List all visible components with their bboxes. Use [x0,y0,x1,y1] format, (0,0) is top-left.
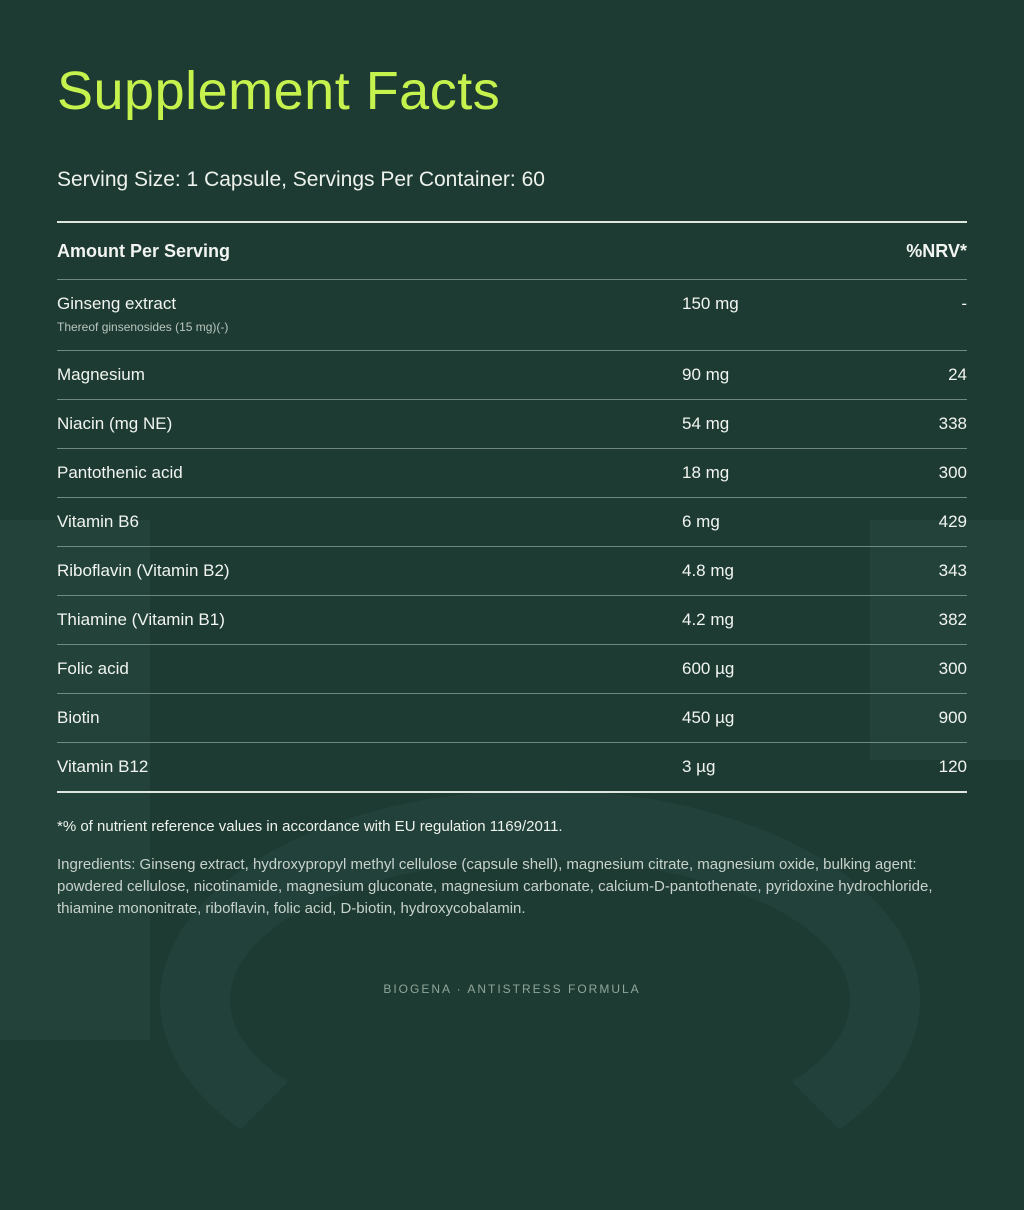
table-row: Magnesium 90 mg 24 [57,351,967,399]
nutrient-cell: Niacin (mg NE) [57,414,682,434]
nutrient-name: Vitamin B6 [57,512,139,531]
facts-table: Amount Per Serving %NRV* Ginseng extract… [57,221,967,793]
nrv-footnote: *% of nutrient reference values in accor… [57,818,563,835]
nutrient-amount: 450 µg [682,708,735,727]
divider [57,497,967,498]
nutrient-name: Thiamine (Vitamin B1) [57,610,225,629]
nutrient-nrv: 343 [938,561,967,580]
nutrient-nrv: 429 [938,512,967,531]
nutrient-amount: 18 mg [682,463,730,482]
nutrient-name: Pantothenic acid [57,463,183,482]
nutrient-nrv: 300 [938,463,967,482]
divider [57,595,967,596]
nutrient-cell: Folic acid [57,659,682,679]
table-row: Biotin 450 µg 900 [57,694,967,742]
nutrient-nrv: 338 [938,414,967,433]
table-body: Ginseng extract Thereof ginsenosides (15 … [57,280,967,791]
nutrient-amount: 600 µg [682,659,735,678]
nutrient-cell: Vitamin B12 [57,757,682,777]
nutrient-cell: Vitamin B6 [57,512,682,532]
nutrient-amount: 3 µg [682,757,716,776]
nutrient-name: Riboflavin (Vitamin B2) [57,561,230,580]
nutrient-nrv: 382 [938,610,967,629]
nutrient-cell: Ginseng extract Thereof ginsenosides (15 … [57,280,682,334]
table-top-rule [57,221,967,223]
nutrient-nrv: 24 [948,365,967,384]
nutrient-nrv: - [961,294,967,313]
nutrient-subnote: Thereof ginsenosides (15 mg)(-) [57,320,229,334]
page-title: Supplement Facts [57,61,501,121]
table-row: Thiamine (Vitamin B1) 4.2 mg 382 [57,596,967,644]
nutrient-amount: 54 mg [682,414,730,433]
table-bottom-rule [57,791,967,793]
nutrient-amount: 4.8 mg [682,561,734,580]
brand-footer: BIOGENA · ANTISTRESS FORMULA [383,982,641,996]
divider [57,350,967,351]
table-row: Ginseng extract Thereof ginsenosides (15 … [57,280,967,350]
divider [57,644,967,645]
nutrient-nrv: 300 [938,659,967,678]
nutrient-cell: Pantothenic acid [57,463,682,483]
background-arc [160,790,920,1210]
nutrient-name: Folic acid [57,659,129,678]
nutrient-amount: 90 mg [682,365,730,384]
header-nrv: %NRV* [906,240,967,261]
nutrient-name: Magnesium [57,365,145,384]
nutrient-name: Biotin [57,708,100,727]
nutrient-name: Niacin (mg NE) [57,414,173,433]
divider [57,399,967,400]
nutrient-nrv: 900 [938,708,967,727]
nutrient-name: Ginseng extract [57,294,177,313]
divider [57,279,967,280]
nutrient-nrv: 120 [938,757,967,776]
nutrient-cell: Biotin [57,708,682,728]
table-row: Vitamin B12 3 µg 120 [57,743,967,791]
divider [57,546,967,547]
nutrient-amount: 6 mg [682,512,720,531]
nutrient-cell: Riboflavin (Vitamin B2) [57,561,682,581]
table-row: Riboflavin (Vitamin B2) 4.8 mg 343 [57,547,967,595]
nutrient-name: Vitamin B12 [57,757,149,776]
ingredients-text: Ingredients: Ginseng extract, hydroxypro… [57,856,933,917]
nutrient-cell: Magnesium [57,365,682,385]
table-header: Amount Per Serving %NRV* [57,223,967,279]
divider [57,448,967,449]
nutrient-amount: 4.2 mg [682,610,734,629]
nutrient-amount: 150 mg [682,294,739,313]
header-amount-per-serving: Amount Per Serving [57,240,231,261]
nutrient-cell: Thiamine (Vitamin B1) [57,610,682,630]
table-row: Vitamin B6 6 mg 429 [57,498,967,546]
divider [57,693,967,694]
table-row: Folic acid 600 µg 300 [57,645,967,693]
table-row: Pantothenic acid 18 mg 300 [57,449,967,497]
divider [57,742,967,743]
table-row: Niacin (mg NE) 54 mg 338 [57,400,967,448]
serving-info: Serving Size: 1 Capsule, Servings Per Co… [57,168,545,191]
